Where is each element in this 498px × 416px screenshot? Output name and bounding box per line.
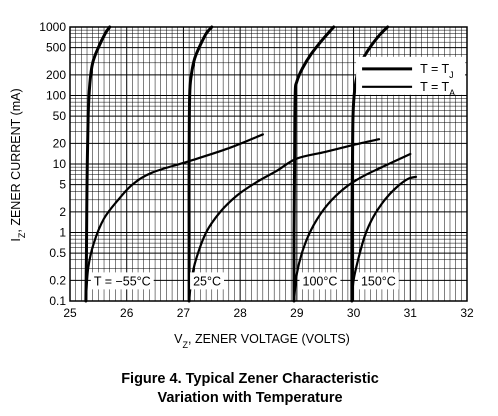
x-axis-label-rest: , ZENER VOLTAGE (VOLTS) xyxy=(188,332,350,346)
y-tick-label: 0.2 xyxy=(49,273,66,287)
legend-label-tj: T = TJ xyxy=(420,62,454,80)
legend-label-tj-sub: J xyxy=(449,70,454,80)
x-tick-label: 29 xyxy=(290,306,304,320)
y-tick-label: 1 xyxy=(59,226,66,240)
x-axis-label-sub: Z xyxy=(183,340,189,350)
y-tick-label: 1000 xyxy=(39,20,66,34)
x-tick-label: 32 xyxy=(460,306,474,320)
curve-ta xyxy=(188,138,381,303)
x-tick-label: 30 xyxy=(347,306,361,320)
y-axis-label-main: I xyxy=(9,238,23,241)
legend-label-tj-base: T = T xyxy=(420,62,449,76)
y-tick-label: 5 xyxy=(59,178,66,192)
temperature-annotations: T = −55°C 25°C 100°C 150°C xyxy=(90,272,399,290)
y-tick-label: 100 xyxy=(46,89,66,103)
x-tick-label: 25 xyxy=(63,306,77,320)
y-tick-label: 20 xyxy=(53,136,67,150)
y-tick-label: 2 xyxy=(59,205,66,219)
y-tick-label: 50 xyxy=(53,109,67,123)
temperature-label-background xyxy=(357,272,399,290)
curve-tj xyxy=(292,25,336,303)
y-tick-label: 500 xyxy=(46,41,66,55)
legend: T = TJ T = TA xyxy=(356,56,465,98)
legend-label-ta-base: T = T xyxy=(420,80,449,94)
y-axis-label-rest: , ZENER CURRENT (mA) xyxy=(9,88,23,232)
x-tick-label: 26 xyxy=(120,306,134,320)
temperature-label-background xyxy=(299,272,341,290)
legend-background xyxy=(356,56,465,95)
y-tick-label: 200 xyxy=(46,68,66,82)
x-axis-label: VZ, ZENER VOLTAGE (VOLTS) xyxy=(174,332,350,350)
x-tick-label: 31 xyxy=(404,306,418,320)
y-tick-labels: 0.1 0.2 0.5 1 2 5 10 20 50 100 200 500 1000 xyxy=(39,20,66,308)
legend-label-ta: T = TA xyxy=(420,80,455,98)
curves xyxy=(84,25,418,303)
curve-tj xyxy=(187,25,214,303)
x-tick-label: 28 xyxy=(233,306,247,320)
y-tick-label: 10 xyxy=(53,157,67,171)
y-axis-label-sub: Z xyxy=(17,232,27,238)
curve-ta xyxy=(84,133,264,303)
curve-tj xyxy=(350,25,390,303)
figure-caption-title: Figure 4. Typical Zener Characteristic xyxy=(121,371,379,387)
curve-ta xyxy=(292,152,412,303)
temperature-label: 100°C xyxy=(303,274,338,288)
temperature-label-background xyxy=(190,272,225,290)
x-axis-label-main: V xyxy=(174,332,183,346)
curve-tj xyxy=(84,25,112,303)
temperature-label-background xyxy=(90,272,154,290)
plot-frame xyxy=(69,26,468,302)
temperature-label: 150°C xyxy=(361,274,396,288)
y-tick-label: 0.5 xyxy=(49,246,66,260)
x-tick-label: 27 xyxy=(177,306,191,320)
x-tick-labels: 25 26 27 28 29 30 31 32 xyxy=(63,306,474,320)
curve-ta xyxy=(350,175,418,303)
y-tick-label: 0.1 xyxy=(49,294,66,308)
temperature-label: T = −55°C xyxy=(94,274,151,288)
temperature-label: 25°C xyxy=(193,274,221,288)
y-axis-label: IZ, ZENER CURRENT (mA) xyxy=(9,88,27,241)
legend-label-ta-sub: A xyxy=(449,88,455,98)
figure-caption-subtitle: Variation with Temperature xyxy=(157,390,342,406)
